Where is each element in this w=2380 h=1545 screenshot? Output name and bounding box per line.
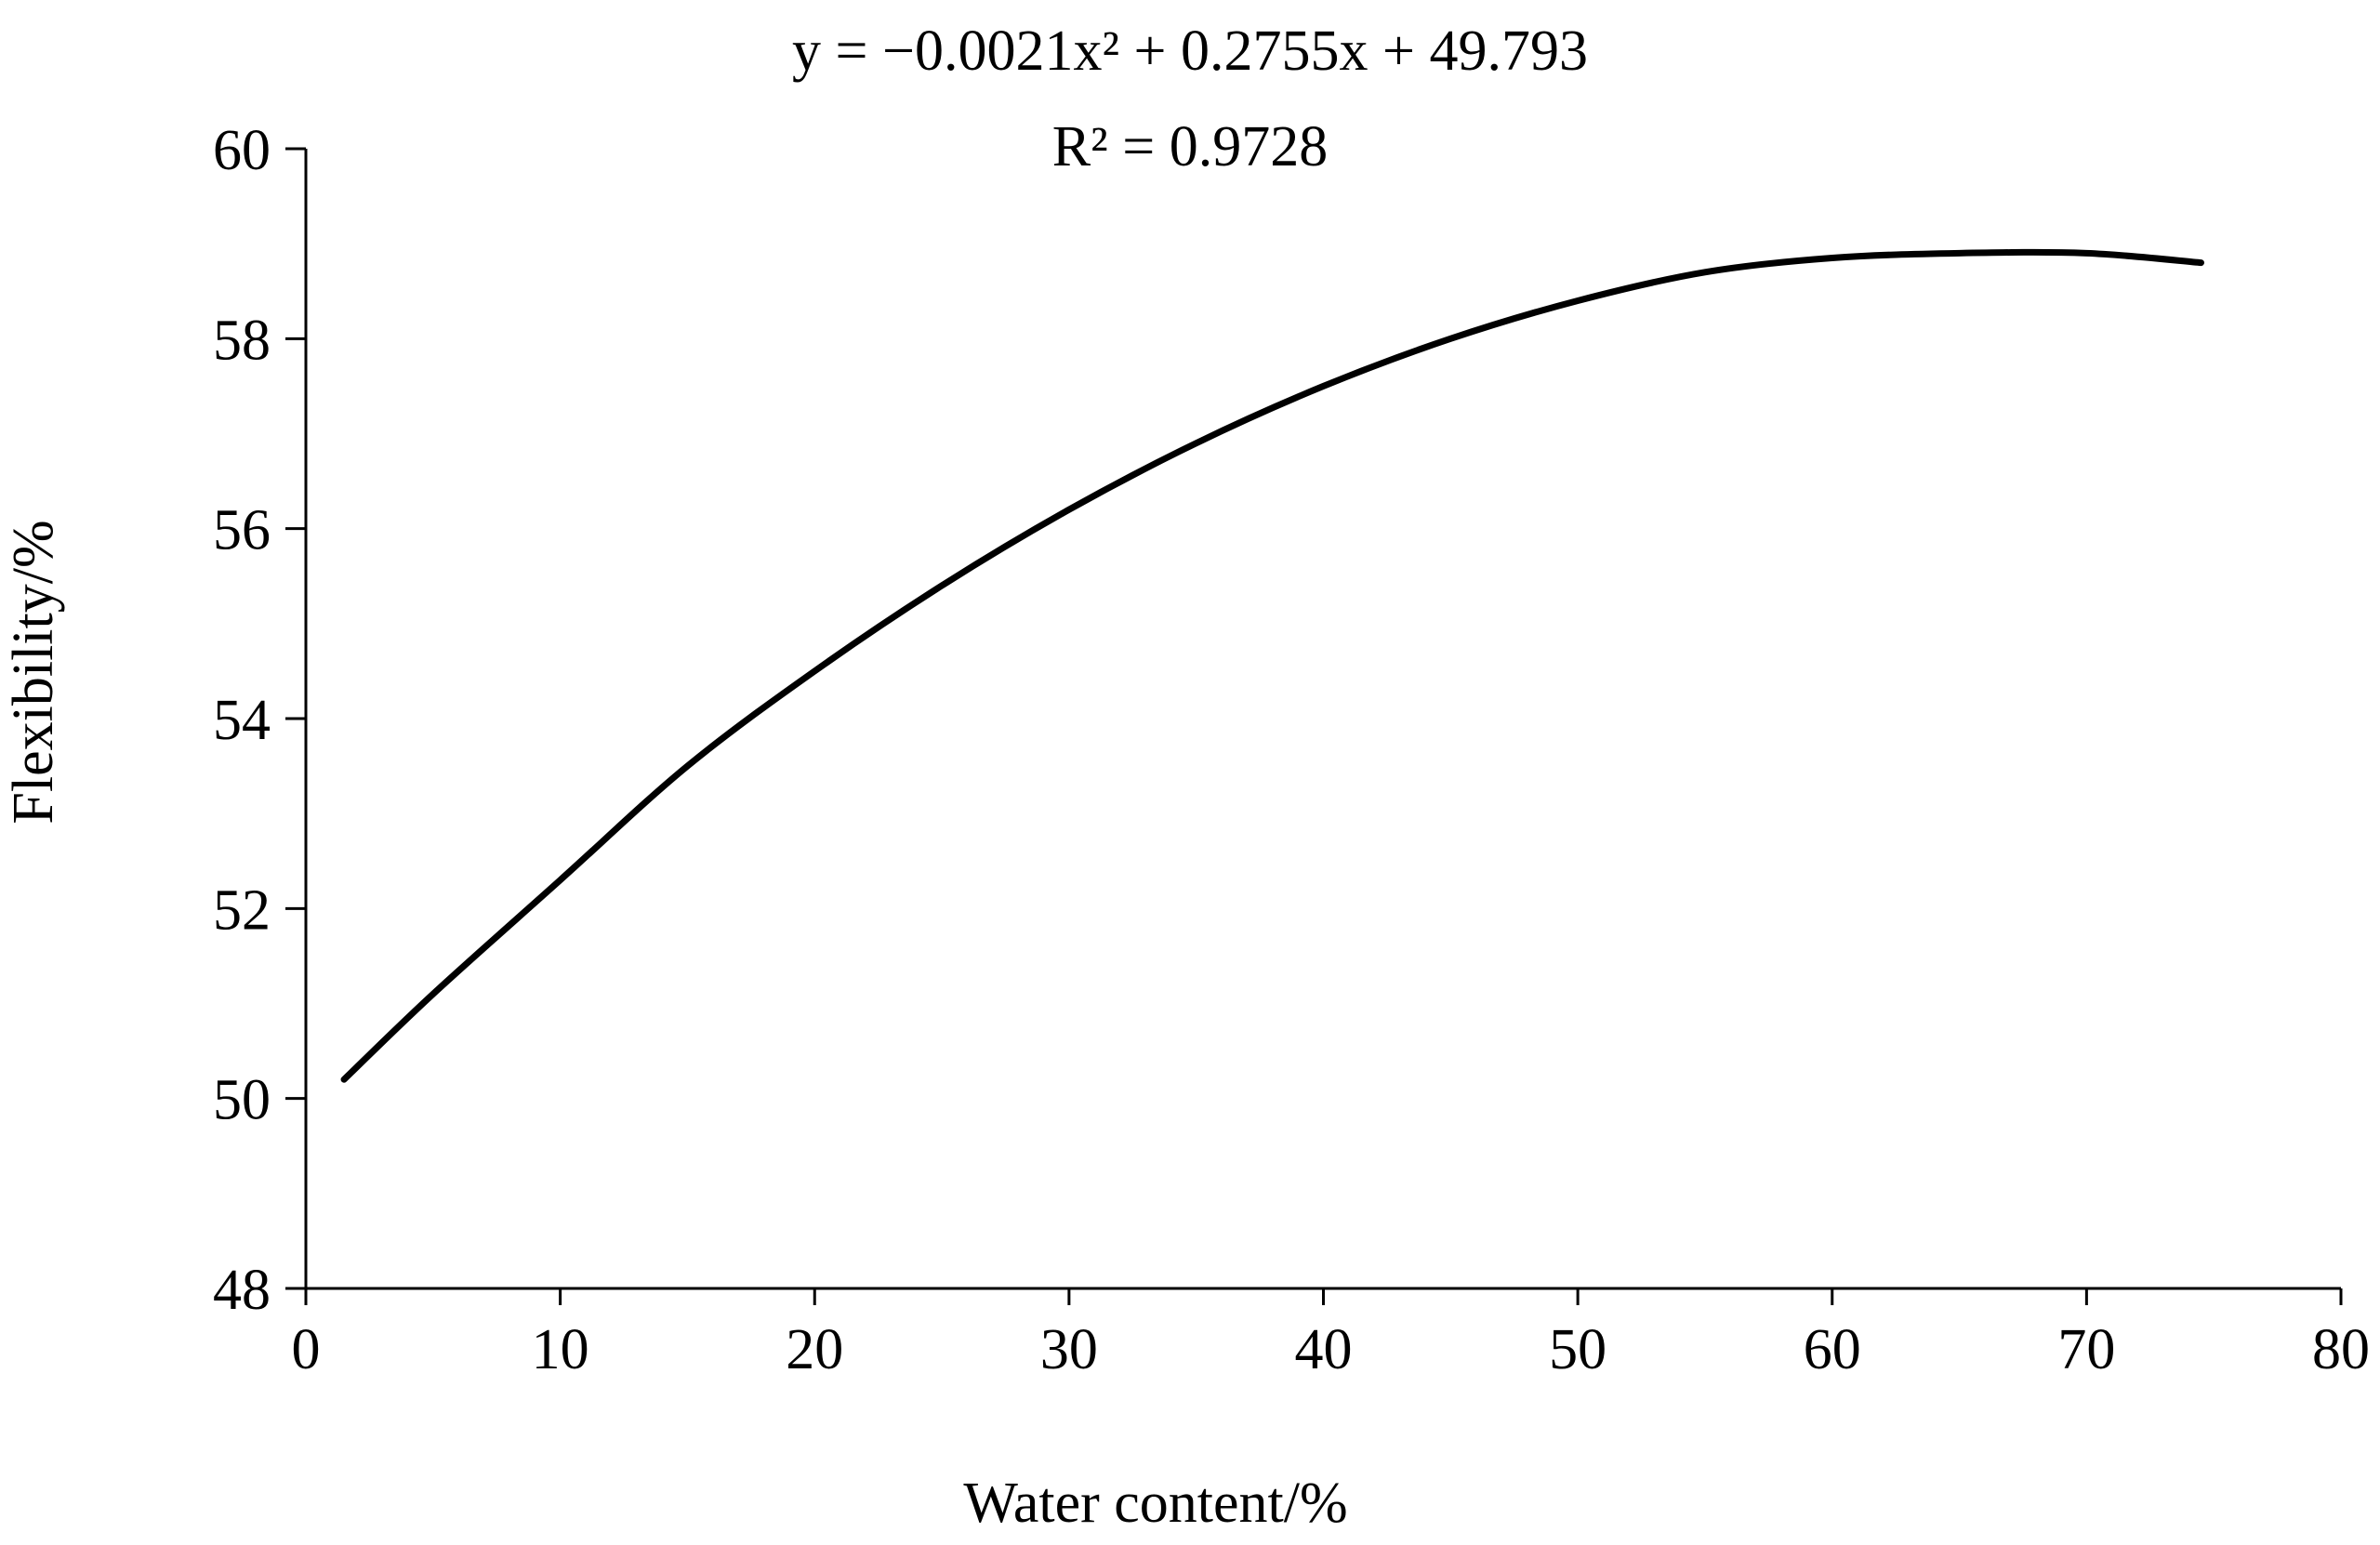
- x-tick-label: 60: [1804, 1318, 1861, 1381]
- r-squared-label: R² = 0.9728: [1052, 115, 1328, 178]
- y-tick-label: 50: [213, 1069, 271, 1132]
- y-tick-label: 58: [213, 309, 271, 372]
- regression-equation: y = −0.0021x² + 0.2755x + 49.793: [792, 20, 1588, 83]
- x-tick-label: 0: [292, 1318, 321, 1381]
- x-tick-label: 80: [2312, 1318, 2370, 1381]
- y-axis-ticks: 48 50 52 54 56 58 60: [213, 119, 306, 1322]
- y-tick-label: 48: [213, 1259, 271, 1322]
- axes: [304, 149, 2341, 1290]
- y-tick-label: 56: [213, 499, 271, 562]
- x-axis-ticks: 0 10 20 30 40 50 60 70 80: [292, 1288, 2370, 1381]
- y-axis-label: Flexibility/%: [2, 520, 65, 824]
- x-tick-label: 30: [1040, 1318, 1098, 1381]
- y-tick-label: 60: [213, 119, 271, 182]
- x-tick-label: 70: [2057, 1318, 2115, 1381]
- fitted-curve-line: [340, 248, 2205, 1083]
- y-tick-label: 52: [213, 878, 271, 942]
- x-tick-label: 20: [786, 1318, 843, 1381]
- x-tick-label: 50: [1549, 1318, 1606, 1381]
- x-axis-label: Water content/%: [963, 1472, 1347, 1535]
- series-layer: [340, 248, 2205, 1083]
- y-tick-label: 54: [213, 689, 271, 752]
- equation-annotation: y = −0.0021x² + 0.2755x + 49.793 R² = 0.…: [792, 20, 1588, 178]
- x-tick-label: 10: [532, 1318, 589, 1381]
- x-tick-label: 40: [1295, 1318, 1353, 1381]
